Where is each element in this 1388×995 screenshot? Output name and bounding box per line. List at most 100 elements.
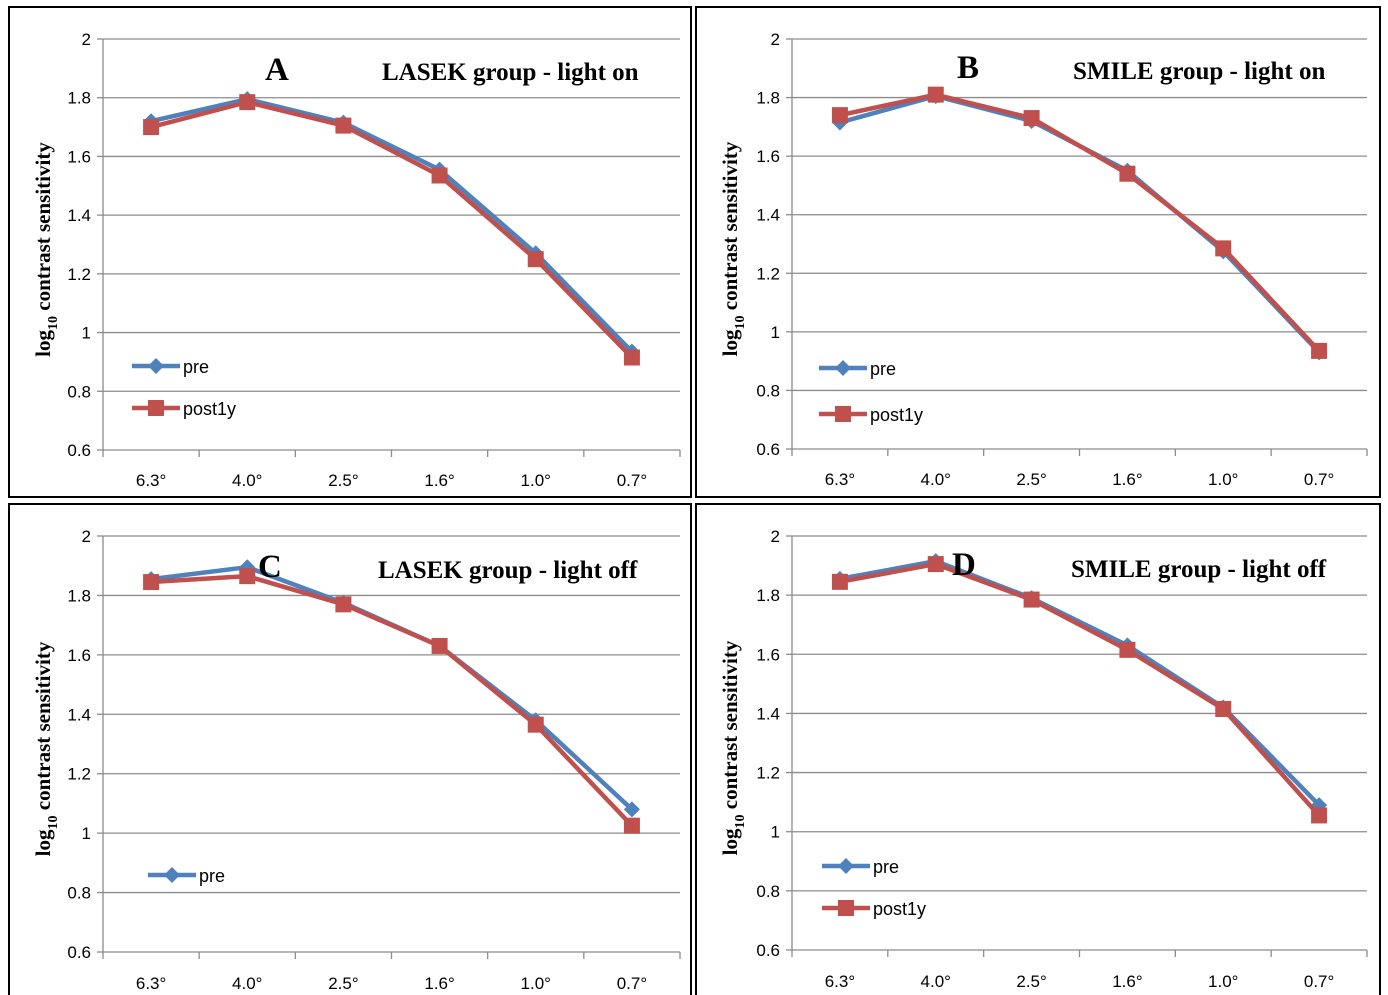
y-tick-label: 0.6 — [756, 941, 780, 960]
chart-panel-b: 0.6 0.8 1 1.2 1.4 1.6 1.8 2 6.3° 4.0° 2.5° 1.6° 1.0°… — [695, 6, 1381, 498]
data-point-post1y — [1215, 700, 1232, 717]
y-axis-label-main: log — [718, 828, 742, 855]
chart-title: SMILE group - light on — [1073, 58, 1325, 85]
y-tick-label: 1.4 — [67, 206, 91, 225]
x-tick-label: 2.5° — [328, 471, 358, 490]
data-point-post1y — [1023, 591, 1040, 608]
y-axis-label: log10 contrast sensitivity — [718, 141, 748, 356]
x-tick-label: 6.3° — [136, 471, 166, 490]
data-point-post1y — [143, 119, 160, 136]
chart-panel-a: 0.6 0.8 1 1.2 1.4 1.6 1.8 2 6.3° 4.0° 2.5° 1.6° 1.0°… — [8, 6, 692, 498]
y-tick-label: 1 — [82, 324, 91, 343]
y-axis-label: log10 contrast sensitivity — [718, 640, 748, 855]
legend-marker-pre — [838, 858, 854, 874]
legend-marker-pre — [148, 358, 164, 374]
x-tick-label: 1.0° — [1208, 972, 1238, 991]
data-point-post1y — [335, 117, 352, 134]
y-tick-label: 2 — [771, 30, 780, 49]
y-tick-label: 1 — [82, 824, 91, 843]
chart-title: SMILE group - light off — [1071, 556, 1327, 583]
x-tick-label: 6.3° — [136, 974, 166, 993]
y-tick-label: 1.4 — [67, 705, 91, 724]
data-point-post1y — [239, 94, 256, 111]
data-point-post1y — [623, 349, 640, 366]
y-tick-label: 1.8 — [756, 586, 780, 605]
x-tick-label: 6.3° — [825, 972, 855, 991]
series-line-post1y — [839, 561, 1321, 817]
y-tick-label: 1.6 — [67, 147, 91, 166]
x-tick-label: 6.3° — [825, 470, 855, 489]
data-point-post1y — [527, 251, 544, 268]
legend-label-pre: pre — [199, 866, 225, 886]
data-point-post1y — [927, 86, 944, 103]
series-line-pre — [150, 96, 634, 354]
x-tick-label: 2.5° — [1016, 972, 1046, 991]
data-point-pre — [239, 559, 256, 576]
y-tick-label: 1.2 — [67, 265, 91, 284]
y-tick-label: 1 — [771, 823, 780, 842]
legend-marker-post1y — [838, 900, 854, 916]
series-line-post1y — [150, 573, 634, 828]
x-tick-label: 1.0° — [1208, 470, 1238, 489]
chart-panel-d: 0.6 0.8 1 1.2 1.4 1.6 1.8 2 6.3° 4.0° 2.5° 1.6° 1.0°… — [695, 503, 1381, 995]
x-tick-label: 1.0° — [521, 471, 551, 490]
y-tick-label: 0.6 — [67, 943, 91, 962]
data-point-post1y — [1311, 807, 1328, 824]
y-tick-label: 1.4 — [756, 206, 780, 225]
chart-title: LASEK group - light off — [378, 557, 638, 584]
y-tick-label: 1.8 — [67, 89, 91, 108]
data-point-post1y — [831, 573, 848, 590]
legend-marker-pre — [835, 360, 851, 376]
data-point-post1y — [1311, 342, 1328, 359]
data-point-post1y — [927, 556, 944, 573]
y-axis-label-main: log — [718, 329, 742, 356]
x-tick-label: 4.0° — [921, 470, 951, 489]
y-axis-label-rest: contrast sensitivity — [718, 640, 742, 814]
legend-label-post1y: post1y — [183, 399, 236, 419]
y-tick-label: 1 — [771, 323, 780, 342]
data-point-post1y — [335, 596, 352, 613]
y-axis-label: log10 contrast sensitivity — [31, 641, 61, 856]
legend-label-pre: pre — [873, 857, 899, 877]
x-tick-label: 0.7° — [1304, 470, 1334, 489]
series-line-post1y — [150, 99, 634, 360]
x-tick-label: 1.6° — [1112, 972, 1142, 991]
y-tick-label: 0.8 — [67, 884, 91, 903]
y-tick-label: 1.8 — [756, 89, 780, 108]
panel-letter: C — [258, 549, 282, 585]
y-tick-label: 2 — [82, 527, 91, 546]
x-tick-label: 0.7° — [617, 471, 647, 490]
y-tick-label: 1.6 — [756, 645, 780, 664]
y-tick-label: 1.6 — [756, 147, 780, 166]
data-point-post1y — [831, 107, 848, 124]
data-point-post1y — [1119, 641, 1136, 658]
y-tick-label: 1.2 — [67, 765, 91, 784]
data-point-post1y — [527, 716, 544, 733]
y-tick-label: 0.8 — [756, 882, 780, 901]
x-tick-label: 2.5° — [1016, 470, 1046, 489]
y-tick-label: 0.6 — [756, 440, 780, 459]
series-line-post1y — [839, 92, 1321, 353]
y-tick-label: 1.8 — [67, 586, 91, 605]
y-axis-label-subscript: 10 — [46, 316, 61, 330]
y-axis-label-subscript: 10 — [733, 814, 748, 828]
series-line-pre — [839, 558, 1321, 807]
chart-title: LASEK group - light on — [382, 59, 639, 86]
data-point-post1y — [431, 167, 448, 184]
series-line-pre — [839, 93, 1321, 354]
x-tick-label: 4.0° — [232, 471, 262, 490]
data-point-post1y — [431, 637, 448, 654]
legend-marker-post1y — [835, 406, 851, 422]
y-tick-label: 0.6 — [67, 441, 91, 460]
legend-label-pre: pre — [870, 359, 896, 379]
y-axis-label-rest: contrast sensitivity — [31, 142, 55, 316]
y-tick-label: 1.2 — [756, 764, 780, 783]
data-point-post1y — [1215, 240, 1232, 257]
y-tick-label: 0.8 — [756, 381, 780, 400]
y-tick-label: 0.8 — [67, 382, 91, 401]
panel-letter: B — [957, 50, 979, 86]
legend-label-post1y: post1y — [870, 405, 923, 425]
chart-panel-c: 0.6 0.8 1 1.2 1.4 1.6 1.8 2 6.3° 4.0° 2.5° 1.6° 1.0°… — [8, 503, 692, 995]
data-point-post1y — [239, 568, 256, 585]
legend-marker-pre — [164, 867, 180, 883]
